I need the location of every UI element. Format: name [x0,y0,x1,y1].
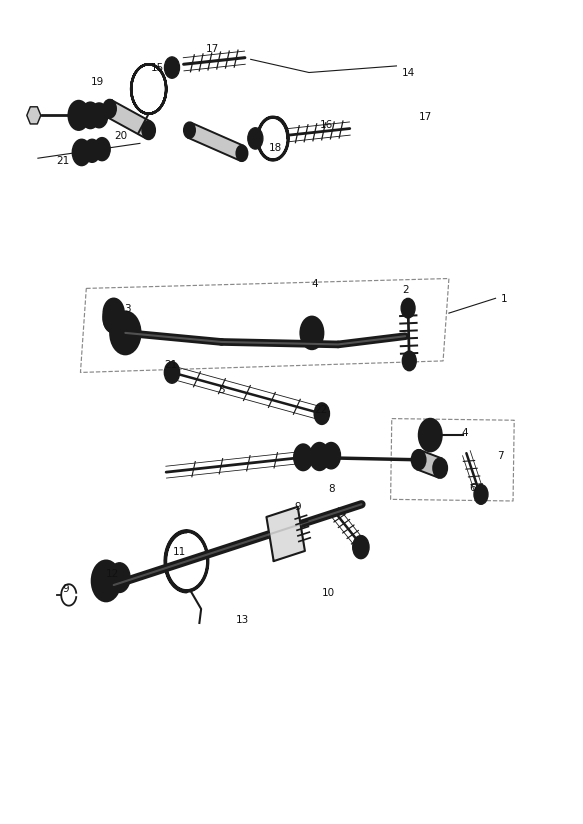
Circle shape [237,146,248,162]
Circle shape [248,128,263,149]
Text: 16: 16 [320,120,333,130]
Circle shape [109,563,130,592]
Text: 4: 4 [311,279,318,289]
Polygon shape [417,450,442,478]
Circle shape [310,442,329,471]
Text: 13: 13 [236,615,248,625]
Circle shape [322,442,340,469]
Circle shape [89,146,96,156]
Circle shape [294,444,312,471]
Text: 21: 21 [164,360,177,370]
Circle shape [100,573,112,589]
Text: 1: 1 [501,294,508,304]
Text: 2: 2 [402,285,409,295]
Text: 9: 9 [62,584,69,594]
Circle shape [314,403,329,424]
Text: 17: 17 [419,112,432,122]
Text: 19: 19 [91,77,104,87]
Circle shape [74,109,83,122]
Circle shape [353,536,369,559]
Text: 3: 3 [124,304,131,314]
Circle shape [327,450,335,461]
Circle shape [169,63,175,72]
Text: 22: 22 [314,405,327,415]
Circle shape [108,311,119,325]
Text: 8: 8 [328,484,335,494]
Circle shape [401,298,415,318]
Circle shape [144,124,153,137]
Text: 12: 12 [106,569,119,578]
Polygon shape [107,101,151,138]
Circle shape [72,139,91,166]
Text: 15: 15 [151,63,164,73]
Polygon shape [27,107,41,124]
Circle shape [184,123,195,138]
Circle shape [307,326,317,339]
Circle shape [299,452,307,463]
Text: 21: 21 [57,156,69,166]
Text: 6: 6 [469,483,476,493]
Circle shape [315,451,324,462]
Circle shape [84,139,100,162]
Circle shape [164,362,180,383]
Circle shape [86,110,94,121]
Circle shape [99,144,106,154]
Circle shape [252,134,258,143]
Circle shape [94,138,110,161]
Circle shape [103,303,124,333]
Circle shape [68,101,89,130]
Circle shape [474,485,488,504]
Polygon shape [188,123,244,161]
Text: 11: 11 [173,547,185,557]
Polygon shape [266,507,305,561]
Circle shape [164,57,180,78]
Text: 4: 4 [462,428,469,438]
Text: 10: 10 [322,588,335,598]
Circle shape [115,571,124,584]
Circle shape [78,147,86,158]
Circle shape [435,461,445,475]
Circle shape [419,419,442,452]
Text: 9: 9 [294,502,301,512]
Circle shape [433,458,447,478]
Text: 18: 18 [269,143,282,153]
Text: 14: 14 [402,68,415,77]
Text: 5: 5 [218,385,225,395]
Text: 20: 20 [114,131,127,141]
Circle shape [300,316,324,349]
Circle shape [103,298,124,328]
Circle shape [412,450,426,470]
Circle shape [95,110,103,121]
Text: 7: 7 [497,451,504,461]
Text: 17: 17 [206,44,219,54]
Circle shape [103,100,116,118]
Circle shape [90,103,108,128]
Circle shape [103,303,124,333]
Circle shape [81,102,100,129]
Circle shape [425,428,436,442]
Circle shape [110,311,141,354]
Circle shape [142,121,155,139]
Circle shape [92,560,121,602]
Circle shape [118,323,132,343]
Circle shape [402,351,416,371]
